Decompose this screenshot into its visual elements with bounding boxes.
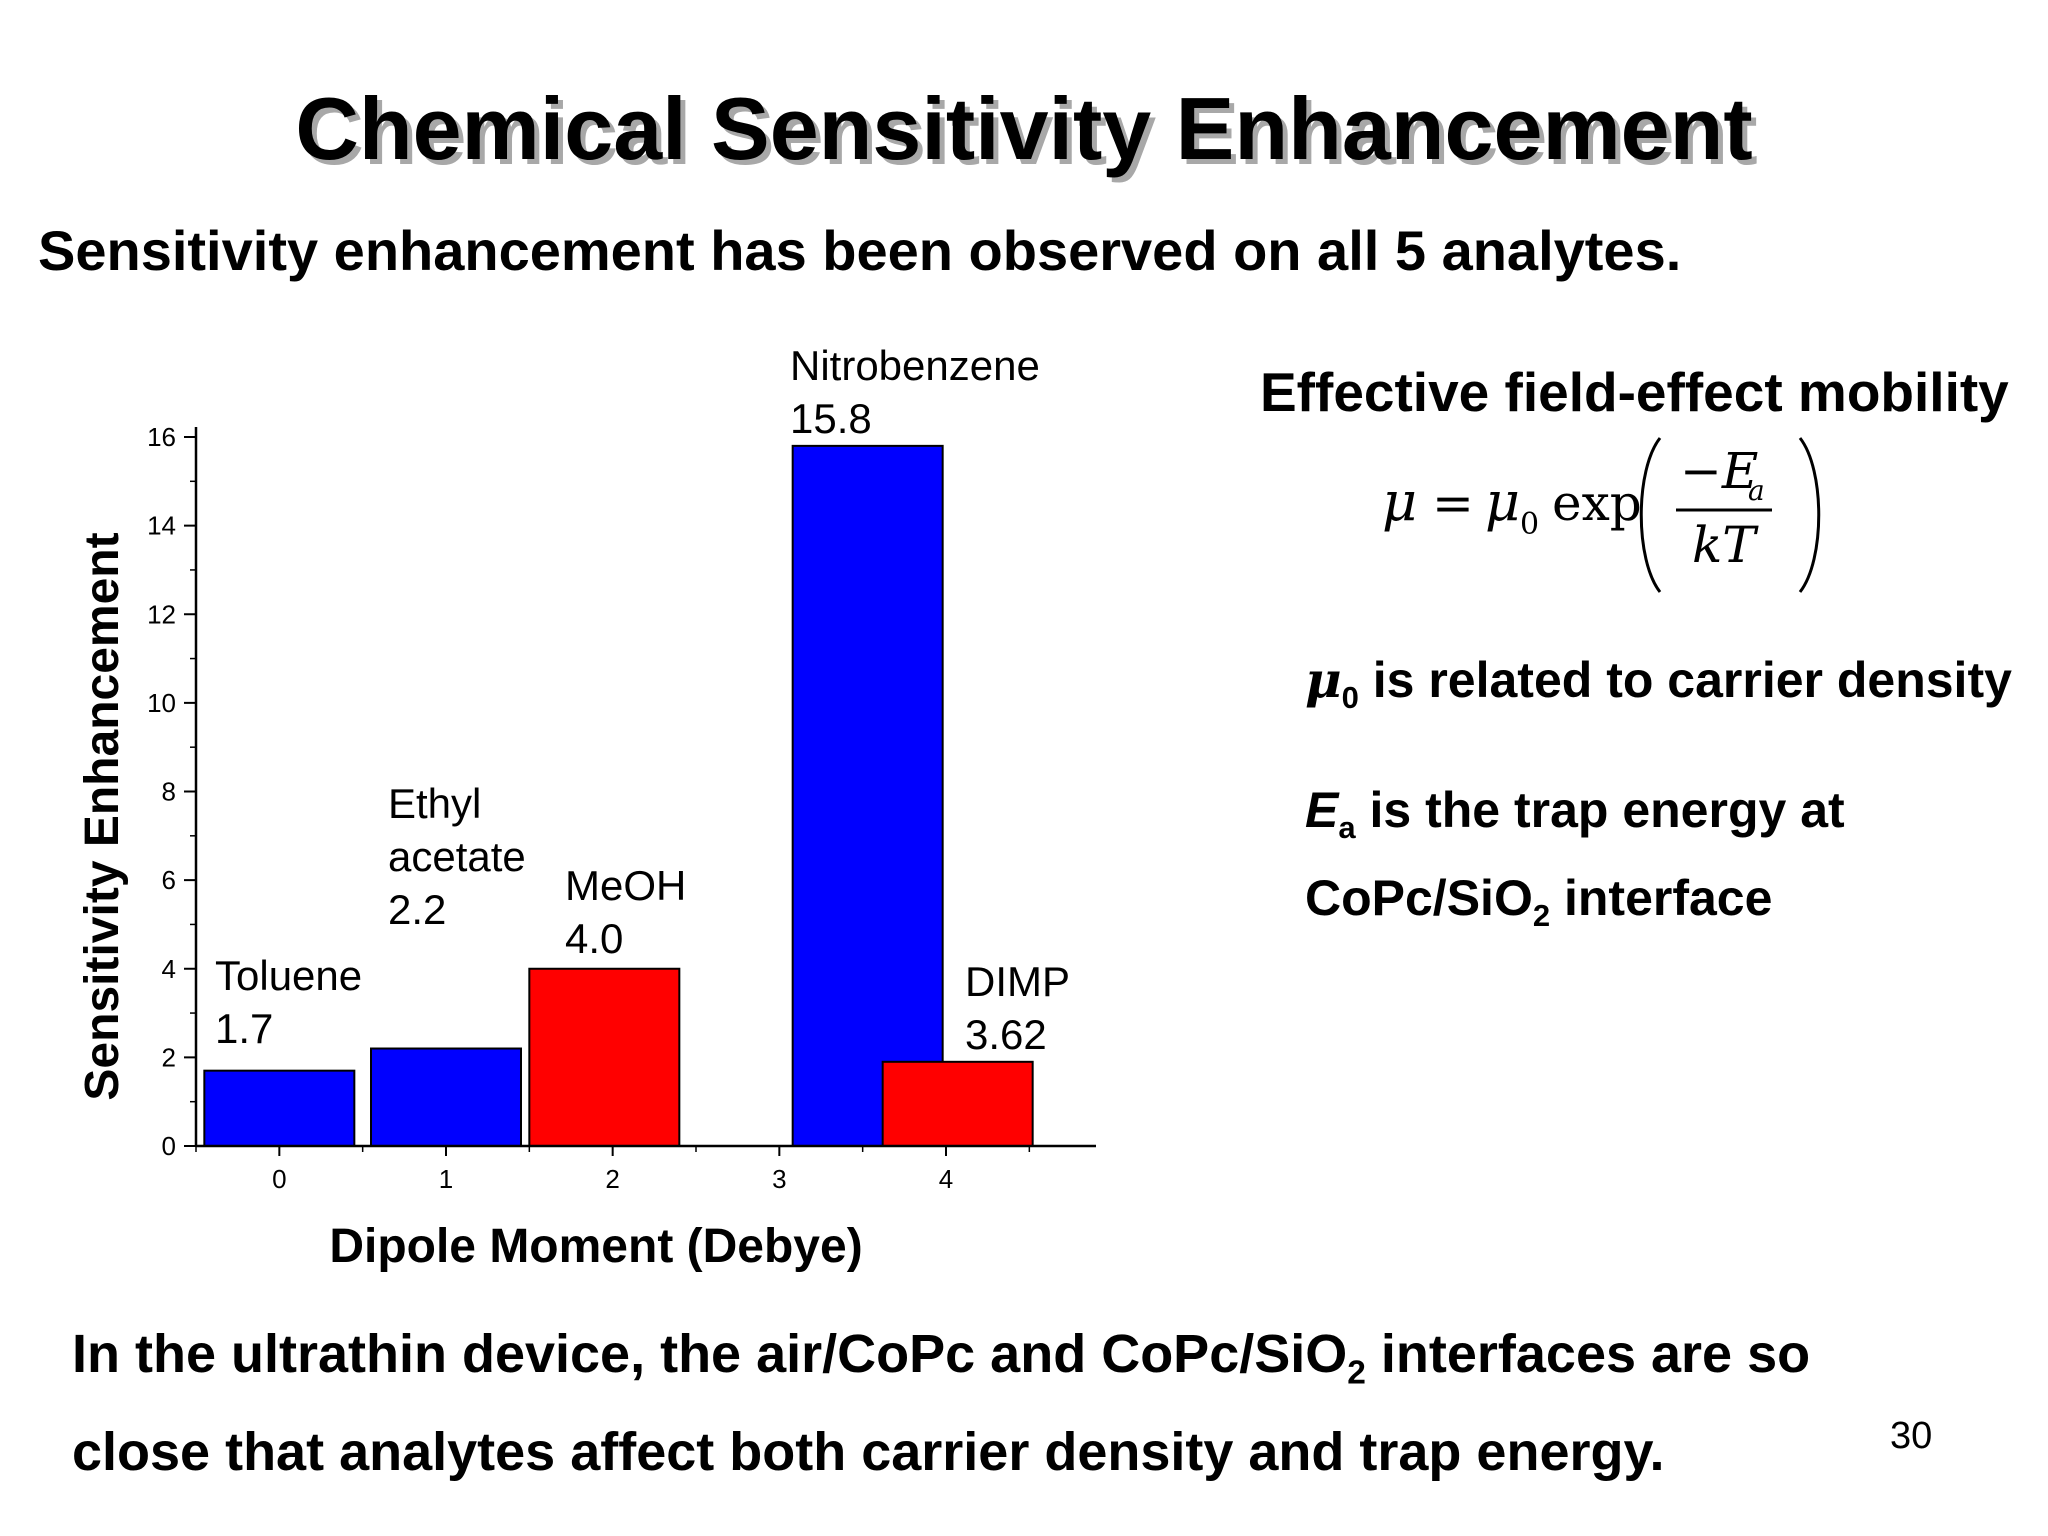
bar-0 [203,1069,356,1147]
mu0-symbol: μ [1305,650,1342,709]
bar-label-4: DIMP 3.62 [965,958,1070,1058]
bar-2 [528,967,681,1147]
equation-mu0: μ [1485,470,1520,533]
page-number: 30 [1890,1415,1933,1457]
bar-label-2: MeOH 4.0 [565,862,686,962]
equation-denominator: kT [1692,516,1759,574]
bar-label-line: Ethyl [388,780,481,827]
y-tick-label-2: 2 [162,1042,176,1072]
bar-label-1: Ethyl acetate 2.2 [388,780,526,933]
bar-label-line: MeOH [565,862,686,909]
bar-label-line: 4.0 [565,915,623,962]
bar-label-line: Toluene [215,952,362,999]
equation-numerator: −E [1680,442,1758,500]
equation-right-paren [1798,437,1821,593]
ea-subscript: a [1338,809,1356,845]
bottom-sub: 2 [1347,1354,1366,1392]
ea-interface-sub: 2 [1532,897,1551,933]
y-tick-label-4: 4 [162,954,176,984]
bar-label-line: acetate [388,833,526,880]
note-ea-line2: CoPc/SiO2 interface [1305,863,1845,951]
ea-text: is the trap energy at [1355,782,1845,838]
x-tick-label-2: 2 [605,1164,619,1194]
y-axis-title: Sensitivity Enhancement [76,532,129,1100]
bar-label-line: 2.2 [388,886,446,933]
mu0-text: is related to carrier density [1358,652,2012,708]
bar-label-line: 3.62 [965,1011,1047,1058]
equation-mu: μ [1382,470,1417,533]
equation-numerator-sub: a [1748,474,1765,507]
y-tick-label-6: 6 [162,865,176,895]
ea-interface-b: interface [1550,869,1773,926]
y-tick-label-14: 14 [147,511,176,541]
bottom-line1: In the ultrathin device, the air/CoPc an… [72,1315,1810,1413]
ea-interface-a: CoPc/SiO [1305,869,1533,926]
note-mu0: μ0 is related to carrier density [1305,645,2012,733]
y-tick-label-12: 12 [147,599,176,629]
bar-3 [791,444,944,1147]
bar-label-0: Toluene 1.7 [215,952,362,1052]
y-tick-label-8: 8 [162,777,176,807]
bar-label-line: 15.8 [790,395,872,442]
mobility-heading: Effective field-effect mobility [1260,361,2009,423]
equation-exp: exp [1552,474,1642,532]
bottom-part2: interfaces are so [1365,1324,1811,1384]
note-ea: Ea is the trap energy at CoPc/SiO2 inter… [1305,775,1845,951]
bottom-line2: close that analytes affect both carrier … [72,1421,1665,1482]
x-tick-label-0: 0 [272,1164,286,1194]
bottom-part1: In the ultrathin device, the air/CoPc an… [72,1324,1348,1384]
equation-left-paren [1639,437,1662,593]
x-axis-title: Dipole Moment (Debye) [329,1220,862,1273]
note-ea-line1: Ea is the trap energy at [1305,775,1845,863]
slide-title: Chemical Sensitivity Enhancement [295,79,1753,178]
equation-mu0-sub: 0 [1520,507,1539,542]
x-tick-label-1: 1 [439,1164,453,1194]
bar-4 [881,1060,1034,1148]
mobility-equation: μ = μ 0 exp −E a kT [1382,437,1821,593]
bar-label-line: 1.7 [215,1005,273,1052]
bar-label-line: DIMP [965,958,1070,1005]
y-tick-label-10: 10 [147,688,176,718]
bottom-conclusion: In the ultrathin device, the air/CoPc an… [72,1315,1810,1491]
y-tick-label-16: 16 [147,422,176,452]
equation-equals: = [1432,474,1474,532]
x-tick-label-4: 4 [939,1164,953,1194]
bar-label-3: Nitrobenzene 15.8 [790,342,1040,442]
mu0-subscript: 0 [1341,679,1359,715]
bar-label-line: Nitrobenzene [790,342,1040,389]
y-tick-label-0: 0 [162,1131,176,1161]
ea-symbol: E [1305,782,1339,838]
bar-1 [370,1047,522,1147]
slide-subtitle: Sensitivity enhancement has been observe… [38,219,1682,282]
x-tick-label-3: 3 [772,1164,786,1194]
